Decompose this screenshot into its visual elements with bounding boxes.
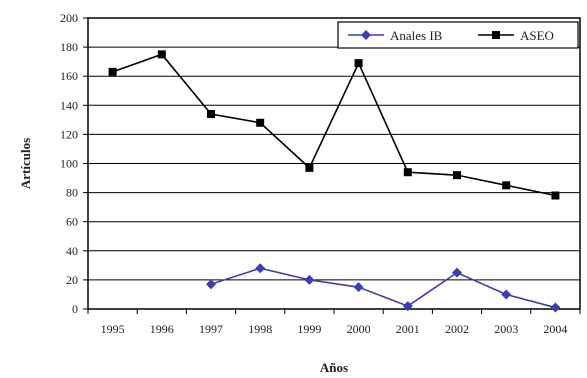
x-tick-label: 1996	[150, 322, 174, 336]
legend-marker	[361, 30, 371, 40]
x-tick-label: 2003	[494, 322, 518, 336]
x-tick-label: 1997	[199, 322, 223, 336]
data-point	[206, 279, 216, 290]
data-point	[256, 118, 265, 127]
data-point	[108, 67, 117, 76]
data-point	[304, 274, 315, 285]
x-tick-label: 1995	[101, 322, 125, 336]
x-tick-label: 1999	[297, 322, 321, 336]
y-tick-label: 60	[66, 215, 78, 229]
series-aseo	[108, 50, 560, 200]
y-tick-label: 0	[72, 302, 78, 316]
data-point	[157, 50, 166, 59]
x-tick-label: 2002	[445, 322, 469, 336]
y-axis-ticks: 0 20 40 60 80 100 120 140 160 180 200	[60, 11, 88, 316]
x-tick-label: 2000	[347, 322, 371, 336]
legend-label: ASEO	[520, 28, 554, 43]
x-axis-title: Años	[320, 360, 348, 375]
x-axis-ticks: 1995 1996 1997 1998 1999 2000 2001 2002 2003 2004	[87, 309, 581, 336]
data-point	[403, 168, 412, 177]
data-point	[354, 59, 363, 68]
y-tick-label: 180	[60, 40, 78, 54]
legend-label: Anales IB	[390, 28, 443, 43]
y-tick-label: 160	[60, 69, 78, 83]
data-point	[501, 289, 512, 300]
series-layer	[108, 50, 561, 313]
grid-lines	[88, 46, 580, 281]
legend: Anales IB ASEO	[337, 21, 579, 49]
y-tick-label: 120	[60, 127, 78, 141]
data-point	[453, 171, 461, 180]
x-tick-label: 1998	[248, 322, 272, 336]
data-point	[550, 302, 561, 313]
series-anales-ib	[206, 263, 561, 313]
x-tick-label: 2001	[396, 322, 420, 336]
y-tick-label: 20	[66, 273, 78, 287]
data-point	[452, 267, 462, 278]
data-point	[402, 301, 413, 312]
data-point	[551, 191, 560, 200]
data-point	[502, 181, 511, 190]
data-point	[255, 263, 266, 274]
series-line	[112, 53, 556, 197]
series-line	[210, 267, 556, 309]
y-tick-label: 200	[60, 11, 78, 25]
legend-marker	[492, 31, 500, 39]
y-tick-label: 40	[66, 244, 78, 258]
data-point	[353, 282, 364, 293]
data-point	[207, 110, 215, 119]
x-tick-label: 2004	[543, 322, 567, 336]
y-tick-label: 140	[60, 98, 78, 112]
y-axis-title: Artículos	[18, 138, 33, 189]
y-tick-label: 80	[66, 186, 78, 200]
y-tick-label: 100	[60, 157, 78, 171]
data-point	[305, 163, 314, 172]
